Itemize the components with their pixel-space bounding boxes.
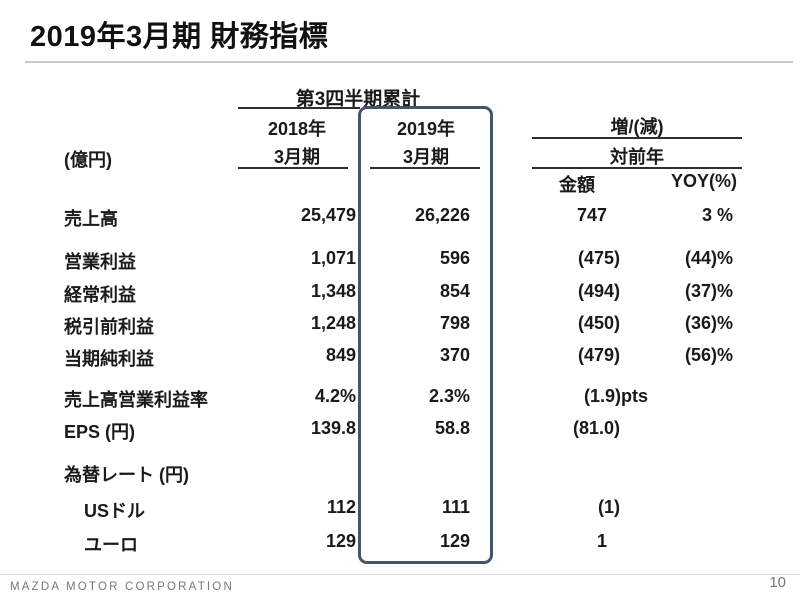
change-amount: 747 [576, 205, 607, 225]
fy2019-value: 58.8 [434, 418, 470, 438]
col-header-yoy: YOY(%) [670, 171, 737, 191]
row-label: 営業利益 [64, 252, 136, 272]
col-header-fy2019-period: 3月期 [402, 147, 449, 167]
row-label: 売上高 [64, 209, 118, 229]
row-label: ユーロ [84, 535, 138, 555]
fy2019-value: 111 [441, 497, 470, 517]
fy2019-value: 129 [439, 531, 470, 551]
change-rule-top [532, 137, 742, 139]
change-amount: (475) [577, 248, 620, 268]
table-row-usd: USドル 112 111 (1) [0, 497, 800, 521]
col-header-vs-prior-year: 対前年 [610, 147, 664, 167]
change-yoy [620, 418, 733, 440]
change-amount: 1 [596, 531, 607, 551]
change-amount: (1) [598, 497, 620, 517]
change-amount: (1.9)pts [583, 386, 648, 406]
col-header-change: 増/(減) [610, 117, 664, 137]
table-row-net-income: 当期純利益 849 370 (479) (56)% [0, 345, 800, 369]
change-amount: (450) [577, 313, 620, 333]
fy2019-value: 854 [439, 281, 470, 301]
table-row-euro: ユーロ 129 129 1 [0, 531, 800, 555]
fy2018-value [210, 461, 356, 483]
table-row-eps: EPS (円) 139.8 58.8 (81.0) [0, 418, 800, 442]
table-row-fx-rate-header: 為替レート (円) [0, 461, 800, 485]
change-yoy [620, 531, 733, 553]
fy2018-value: 129 [325, 531, 356, 551]
change-yoy: (36)% [684, 313, 733, 333]
change-amount: (81.0) [572, 418, 620, 438]
table-row-ordinary-profit: 経常利益 1,348 854 (494) (37)% [0, 281, 800, 305]
change-yoy [620, 461, 733, 483]
title-divider [25, 61, 793, 63]
fy2018-value: 112 [326, 497, 356, 517]
fy2019-value: 596 [439, 248, 470, 268]
change-amount: (494) [577, 281, 620, 301]
change-yoy [620, 497, 733, 519]
row-label: 税引前利益 [64, 317, 154, 337]
change-yoy: (37)% [684, 281, 733, 301]
col-header-fy2018-year: 2018年 [267, 119, 327, 139]
table-row-operating-margin: 売上高営業利益率 4.2% 2.3% (1.9)pts [0, 386, 800, 410]
change-rule-bottom [532, 167, 742, 169]
fy2019-value: 26,226 [414, 205, 470, 225]
col-header-fy2019-year: 2019年 [396, 119, 456, 139]
fy2018-value: 25,479 [300, 205, 356, 225]
change-yoy: 3 % [701, 205, 733, 225]
col-header-fy2018-rule [238, 167, 348, 169]
col-header-fy2019-rule [370, 167, 480, 169]
row-label: USドル [84, 501, 146, 521]
company-name: MAZDA MOTOR CORPORATION [10, 581, 234, 593]
row-label: EPS (円) [64, 422, 136, 442]
row-label: 売上高営業利益率 [64, 390, 208, 410]
fy2019-value: 370 [439, 345, 470, 365]
group-header-rule [238, 107, 360, 109]
change-yoy: (56)% [684, 345, 733, 365]
unit-label: (億円) [64, 150, 112, 170]
fy2019-highlight-box [358, 106, 493, 564]
fy2018-value: 1,348 [310, 281, 356, 301]
col-header-fy2018-period: 3月期 [273, 147, 320, 167]
table-row-profit-before-tax: 税引前利益 1,248 798 (450) (36)% [0, 313, 800, 337]
fy2018-value: 139.8 [310, 418, 356, 438]
row-label: 当期純利益 [64, 349, 154, 369]
change-amount: (479) [577, 345, 620, 365]
table-row-operating-profit: 営業利益 1,071 596 (475) (44)% [0, 248, 800, 272]
group-header-q3-cumulative: 第3四半期累計 [295, 89, 421, 110]
change-yoy: (44)% [684, 248, 733, 268]
page-title: 2019年3月期 財務指標 [30, 21, 329, 53]
change-yoy [620, 386, 733, 408]
fy2018-value: 1,071 [310, 248, 356, 268]
page-number: 10 [769, 574, 786, 591]
table-row-revenue: 売上高 25,479 26,226 747 3 % [0, 205, 800, 229]
footer-divider [0, 574, 800, 575]
change-amount [500, 461, 620, 483]
fy2019-value: 798 [439, 313, 470, 333]
fy2018-value: 849 [325, 345, 356, 365]
col-header-amount: 金額 [559, 175, 595, 195]
fy2019-value [340, 461, 470, 483]
fy2019-value: 2.3% [428, 386, 470, 406]
row-label: 為替レート (円) [64, 465, 189, 485]
fy2018-value: 1,248 [310, 313, 356, 333]
fy2018-value: 4.2% [314, 386, 356, 406]
row-label: 経常利益 [64, 285, 136, 305]
